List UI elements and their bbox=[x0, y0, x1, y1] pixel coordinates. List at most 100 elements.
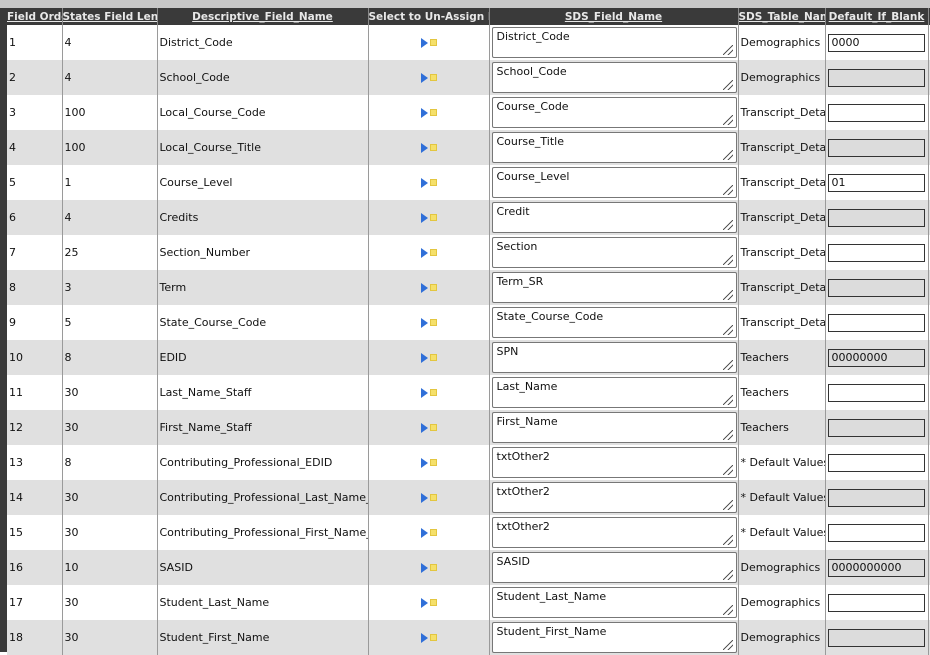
default-if-blank-input[interactable] bbox=[827, 313, 925, 332]
field-length: 30 bbox=[62, 410, 158, 445]
sort-link[interactable]: SDS_Field_Name bbox=[564, 10, 663, 23]
sds-field-textarea[interactable]: Course_Level bbox=[491, 167, 737, 198]
sds-field-textarea[interactable]: First_Name bbox=[491, 412, 737, 443]
sds-field-textarea[interactable]: SASID bbox=[491, 552, 737, 583]
resize-grip-icon[interactable] bbox=[722, 115, 733, 125]
sort-link[interactable]: SDS_Table_Name bbox=[738, 10, 825, 23]
unassign-cell bbox=[368, 235, 490, 270]
extra-cell bbox=[928, 235, 930, 270]
resize-grip-icon[interactable] bbox=[722, 605, 733, 615]
sds-table-name: Transcript_Detail bbox=[738, 165, 826, 200]
table-row: 11 30 Last_Name_Staff Last_Name Teachers bbox=[7, 375, 930, 410]
square-icon bbox=[429, 39, 437, 46]
unassign-button[interactable] bbox=[371, 632, 487, 643]
sds-table-name: Teachers bbox=[738, 375, 826, 410]
resize-grip-icon[interactable] bbox=[722, 430, 733, 440]
default-if-blank-input[interactable] bbox=[827, 243, 925, 262]
unassign-button[interactable] bbox=[371, 177, 487, 188]
resize-grip-icon[interactable] bbox=[722, 465, 733, 475]
sds-field-textarea[interactable]: txtOther2 bbox=[491, 482, 737, 513]
sort-link[interactable]: States Field Length bbox=[62, 10, 157, 23]
unassign-button[interactable] bbox=[371, 142, 487, 153]
sds-field-textarea[interactable]: Course_Title bbox=[491, 132, 737, 163]
resize-grip-icon[interactable] bbox=[722, 325, 733, 335]
sort-link[interactable]: Field Order bbox=[7, 10, 62, 23]
column-header[interactable]: Default_If_Blank bbox=[825, 8, 929, 25]
default-if-blank-input[interactable] bbox=[827, 593, 925, 612]
resize-grip-icon[interactable] bbox=[722, 290, 733, 300]
default-if-blank-input[interactable]: 01 bbox=[827, 173, 925, 192]
sds-field-textarea[interactable]: txtOther2 bbox=[491, 517, 737, 548]
table-row: 15 30 Contributing_Professional_First_Na… bbox=[7, 515, 930, 550]
sds-field-textarea[interactable]: Student_First_Name bbox=[491, 622, 737, 653]
arrow-right-icon bbox=[420, 352, 428, 363]
unassign-cell bbox=[368, 340, 490, 375]
extra-cell bbox=[928, 480, 930, 515]
resize-grip-icon[interactable] bbox=[722, 150, 733, 160]
resize-grip-icon[interactable] bbox=[722, 570, 733, 580]
default-if-blank-input[interactable] bbox=[827, 523, 925, 542]
column-header[interactable]: Field Order bbox=[7, 8, 63, 25]
resize-grip-icon[interactable] bbox=[722, 220, 733, 230]
default-if-blank-input[interactable] bbox=[827, 103, 925, 122]
top-bar bbox=[0, 0, 930, 8]
sort-link[interactable]: Default_If_Blank bbox=[828, 10, 925, 23]
column-header[interactable]: SDS_Table_Name bbox=[738, 8, 826, 25]
sds-field-textarea[interactable]: Course_Code bbox=[491, 97, 737, 128]
descriptive-field-name: SASID bbox=[157, 550, 369, 585]
unassign-button[interactable] bbox=[371, 107, 487, 118]
resize-grip-icon[interactable] bbox=[722, 255, 733, 265]
field-order: 6 bbox=[7, 200, 63, 235]
unassign-button[interactable] bbox=[371, 72, 487, 83]
column-header[interactable]: Descriptive_Field_Name bbox=[157, 8, 369, 25]
resize-grip-icon[interactable] bbox=[722, 395, 733, 405]
column-header[interactable]: States Field Length bbox=[62, 8, 158, 25]
extra-cell bbox=[928, 410, 930, 445]
default-if-blank-input[interactable]: 0000 bbox=[827, 33, 925, 52]
square-icon bbox=[429, 459, 437, 466]
resize-grip-icon[interactable] bbox=[722, 45, 733, 55]
sds-field-textarea[interactable]: Term_SR bbox=[491, 272, 737, 303]
unassign-button[interactable] bbox=[371, 317, 487, 328]
sds-field-textarea[interactable]: txtOther2 bbox=[491, 447, 737, 478]
default-if-blank-input[interactable] bbox=[827, 453, 925, 472]
resize-grip-icon[interactable] bbox=[722, 500, 733, 510]
column-header[interactable]: SDS_Field_Name bbox=[489, 8, 739, 25]
unassign-button[interactable] bbox=[371, 457, 487, 468]
resize-grip-icon[interactable] bbox=[722, 640, 733, 650]
unassign-button[interactable] bbox=[371, 282, 487, 293]
resize-grip-icon[interactable] bbox=[722, 185, 733, 195]
unassign-button[interactable] bbox=[371, 212, 487, 223]
unassign-button[interactable] bbox=[371, 492, 487, 503]
resize-grip-icon[interactable] bbox=[722, 535, 733, 545]
unassign-button[interactable] bbox=[371, 422, 487, 433]
unassign-button[interactable] bbox=[371, 247, 487, 258]
unassign-button[interactable] bbox=[371, 37, 487, 48]
unassign-cell bbox=[368, 165, 490, 200]
default-if-blank-input: 0000000000 bbox=[827, 558, 925, 577]
sds-field-textarea[interactable]: Section bbox=[491, 237, 737, 268]
resize-grip-icon[interactable] bbox=[722, 360, 733, 370]
unassign-button[interactable] bbox=[371, 597, 487, 608]
sds-field-cell: Course_Level bbox=[489, 165, 739, 200]
sds-field-textarea[interactable]: District_Code bbox=[491, 27, 737, 58]
sds-field-textarea[interactable]: State_Course_Code bbox=[491, 307, 737, 338]
sds-field-textarea[interactable]: Credit bbox=[491, 202, 737, 233]
default-cell bbox=[825, 200, 929, 235]
arrow-right-icon bbox=[420, 317, 428, 328]
unassign-button[interactable] bbox=[371, 387, 487, 398]
sort-link[interactable]: Descriptive_Field_Name bbox=[192, 10, 333, 23]
unassign-button[interactable] bbox=[371, 527, 487, 538]
resize-grip-icon[interactable] bbox=[722, 80, 733, 90]
sds-field-textarea[interactable]: School_Code bbox=[491, 62, 737, 93]
unassign-cell bbox=[368, 25, 490, 60]
default-if-blank-input[interactable] bbox=[827, 383, 925, 402]
unassign-button[interactable] bbox=[371, 562, 487, 573]
descriptive-field-name: First_Name_Staff bbox=[157, 410, 369, 445]
sds-field-textarea[interactable]: SPN bbox=[491, 342, 737, 373]
sds-field-value: Section bbox=[496, 240, 538, 253]
sds-field-textarea[interactable]: Last_Name bbox=[491, 377, 737, 408]
unassign-button[interactable] bbox=[371, 352, 487, 363]
table-row: 5 1 Course_Level Course_Level Transcript… bbox=[7, 165, 930, 200]
sds-field-textarea[interactable]: Student_Last_Name bbox=[491, 587, 737, 618]
